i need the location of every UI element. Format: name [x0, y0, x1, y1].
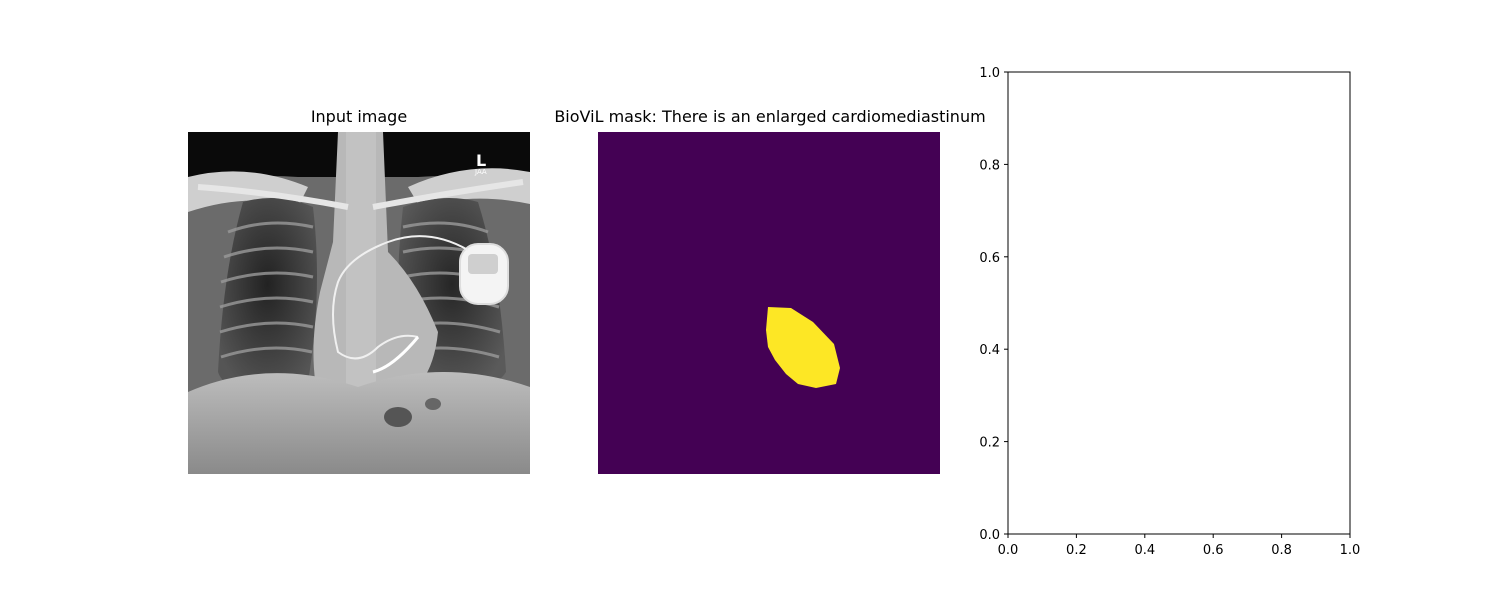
x-tick-label: 0.2	[1066, 543, 1087, 558]
x-tick-label: 0.0	[998, 543, 1019, 558]
svg-text:JAA: JAA	[474, 168, 487, 176]
y-tick-label: 1.0	[979, 66, 1000, 81]
y-tick-label: 0.0	[979, 528, 1000, 543]
x-tick-label: 0.4	[1134, 543, 1155, 558]
x-tick-label: 1.0	[1340, 543, 1361, 558]
y-tick-label: 0.6	[979, 251, 1000, 266]
input-image-title: Input image	[310, 107, 408, 126]
mask-region	[766, 307, 840, 388]
y-tick-label: 0.8	[979, 158, 1000, 173]
x-tick-label: 0.8	[1271, 543, 1292, 558]
chest-xray-drawing: L JAA	[188, 132, 530, 474]
axes-svg: 0.0 0.2 0.4 0.6 0.8 1.0 0.0 0.2 0.4 0.6 0.8 1.0	[979, 66, 1360, 558]
mask-title: BioViL mask: There is an enlarged cardio…	[554, 107, 986, 126]
x-tick-label: 0.6	[1203, 543, 1224, 558]
chest-xray-image: L JAA	[188, 132, 530, 474]
empty-axes: 0.0 0.2 0.4 0.6 0.8 1.0 0.0 0.2 0.4 0.6 0.8 1.0	[979, 66, 1360, 558]
svg-text:L: L	[476, 151, 486, 170]
y-tick-label: 0.4	[979, 343, 1000, 358]
y-tick-label: 0.2	[979, 436, 1000, 451]
mask-drawing	[598, 132, 940, 474]
segmentation-mask	[598, 132, 940, 474]
axes-frame	[1007, 71, 1351, 535]
mask-background	[598, 132, 940, 474]
